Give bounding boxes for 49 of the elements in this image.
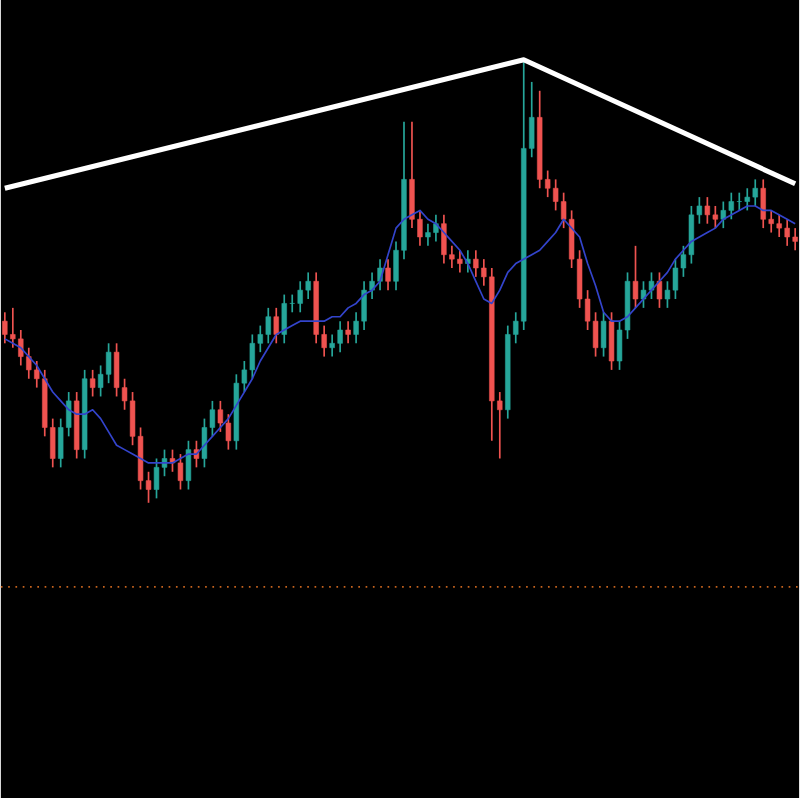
candlestick <box>784 218 790 247</box>
candlestick <box>688 205 695 265</box>
candlestick <box>297 280 303 314</box>
candlestick <box>433 213 439 243</box>
candlestick <box>712 205 719 229</box>
candlestick <box>552 178 559 212</box>
candlestick <box>345 320 351 345</box>
candlestick <box>648 271 655 300</box>
candlestick <box>10 306 16 349</box>
candlestick <box>337 320 343 353</box>
candlestick <box>425 222 431 247</box>
candlestick <box>704 196 711 225</box>
candlestick <box>720 200 726 229</box>
candlestick <box>632 244 639 309</box>
candlestick <box>113 342 120 398</box>
candlestick <box>760 178 766 229</box>
candlestick <box>217 399 224 433</box>
candlestick <box>672 258 679 300</box>
candlestick <box>385 258 391 291</box>
candlestick <box>177 453 184 491</box>
candlestick <box>281 293 287 345</box>
candlestick <box>329 333 335 358</box>
candlestick <box>776 213 782 238</box>
candlestick <box>265 306 271 345</box>
candlestick <box>249 333 255 380</box>
candlestick <box>792 227 798 251</box>
candlestick <box>201 417 208 469</box>
candlestick <box>18 329 24 367</box>
candlestick <box>752 178 758 207</box>
candlestick <box>305 271 311 300</box>
candlestick <box>105 342 112 384</box>
candlestick <box>608 311 615 371</box>
candlestick <box>736 191 742 212</box>
candlestick <box>441 213 447 265</box>
candlestick <box>185 439 192 491</box>
candlestick <box>225 413 232 451</box>
candlestick <box>273 306 279 345</box>
candlestick <box>457 249 463 274</box>
candlestick <box>640 280 647 309</box>
candlestick <box>89 368 96 398</box>
candlestick <box>361 280 367 331</box>
candlestick <box>656 271 663 309</box>
candlestick <box>473 249 479 278</box>
candlestick <box>728 191 734 220</box>
candlestick <box>153 457 160 500</box>
candlestick <box>600 311 607 358</box>
candlestick <box>26 346 32 380</box>
candlestick <box>2 311 8 345</box>
candlestick <box>744 187 750 212</box>
